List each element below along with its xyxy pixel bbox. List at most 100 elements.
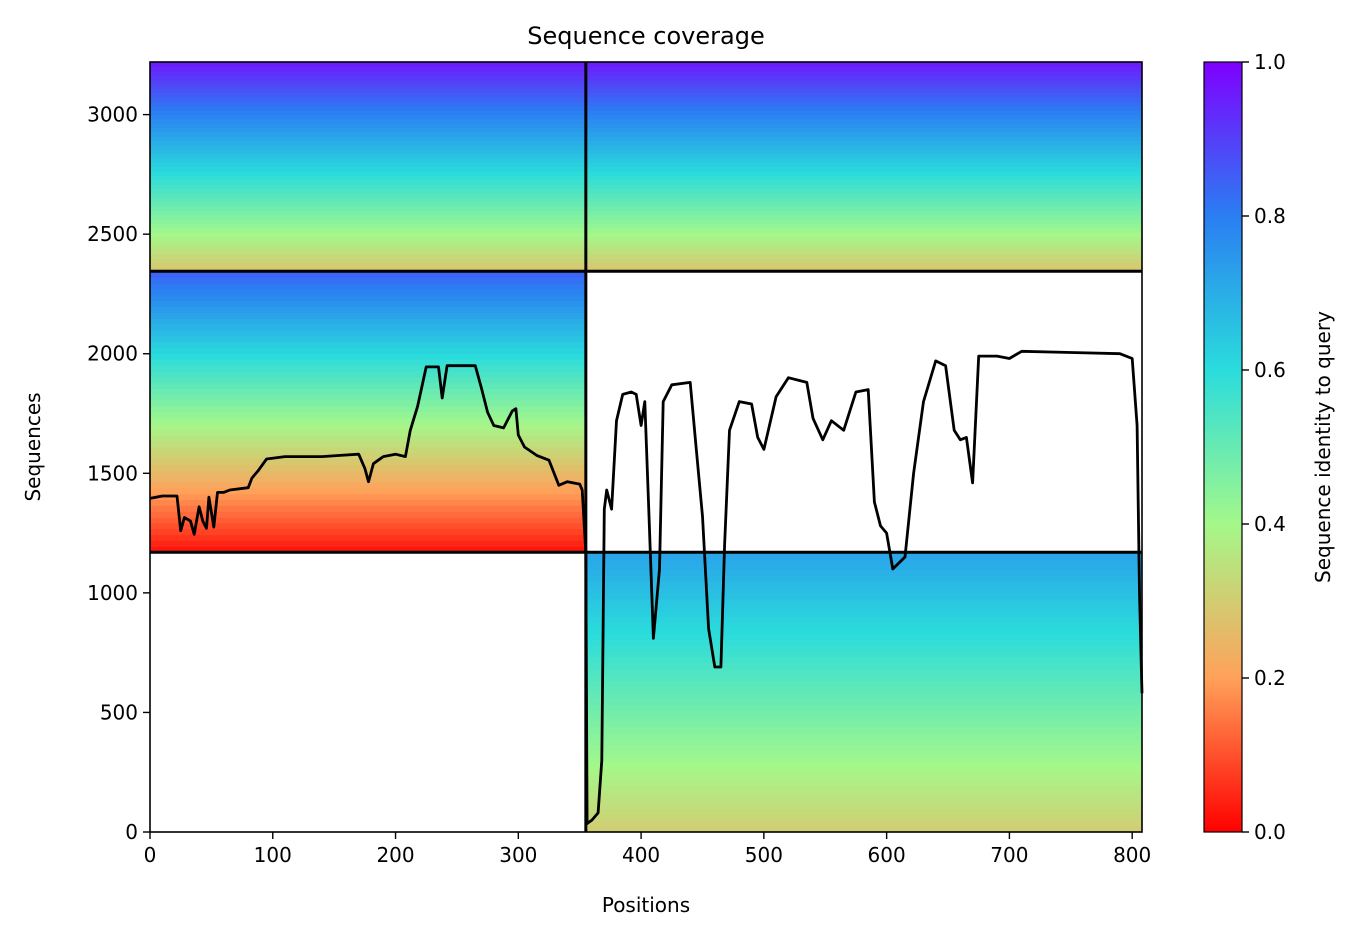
heatmap-band — [585, 738, 1142, 746]
heatmap-band — [585, 744, 1142, 751]
heatmap-band — [585, 762, 1142, 769]
x-tick-label: 0 — [144, 843, 157, 867]
heatmap-band — [150, 505, 586, 512]
heatmap-band — [150, 288, 586, 296]
heatmap-band — [585, 240, 1142, 246]
heatmap-band — [150, 405, 586, 413]
heatmap-band — [150, 546, 586, 553]
heatmap-band — [585, 715, 1142, 722]
heatmap-band — [150, 318, 586, 325]
heatmap-band — [150, 149, 586, 155]
heatmap-band — [585, 227, 1142, 233]
heatmap-band — [150, 114, 586, 120]
heatmap-band — [585, 627, 1142, 635]
heatmap-band — [150, 62, 586, 67]
heatmap-band — [150, 300, 586, 307]
heatmap-band — [150, 105, 586, 111]
heatmap-band — [150, 282, 586, 290]
heatmap-band — [150, 140, 586, 146]
heatmap-band — [150, 382, 586, 389]
heatmap-band — [585, 123, 1142, 128]
heatmap-band — [150, 236, 586, 242]
heatmap-band — [150, 429, 586, 436]
heatmap-band — [585, 703, 1142, 711]
heatmap-band — [150, 184, 586, 190]
heatmap-band — [150, 131, 586, 137]
heatmap-band — [150, 166, 586, 172]
heatmap-band — [150, 175, 586, 181]
heatmap-block-chain-B-pair — [585, 62, 1142, 272]
heatmap-band — [150, 487, 586, 495]
heatmap-band — [150, 452, 586, 460]
heatmap-band — [150, 127, 586, 133]
y-tick-label: 1500 — [87, 461, 138, 485]
heatmap-band — [150, 534, 586, 542]
heatmap-band — [585, 262, 1142, 268]
heatmap-band — [150, 96, 586, 102]
heatmap-band — [585, 192, 1142, 198]
heatmap-band — [585, 218, 1142, 224]
heatmap-band — [585, 645, 1142, 652]
heatmap-band — [585, 651, 1142, 658]
heatmap-band — [585, 79, 1142, 85]
plot-frame — [149, 61, 1143, 833]
heatmap-band — [585, 201, 1142, 207]
heatmap-band — [585, 610, 1142, 617]
heatmap-band — [150, 435, 586, 442]
y-tick-label: 2500 — [87, 222, 138, 246]
heatmap-band — [150, 118, 586, 124]
heatmap-band — [585, 662, 1142, 670]
heatmap-band — [585, 680, 1142, 687]
heatmap-band — [150, 312, 586, 319]
heatmap-band — [585, 820, 1142, 827]
heatmap-band — [150, 400, 586, 407]
heatmap-band — [150, 440, 586, 448]
y-axis-label: Sequences — [21, 392, 45, 501]
heatmap-band — [585, 236, 1142, 242]
heatmap-band — [150, 218, 586, 224]
heatmap-band — [585, 802, 1142, 810]
heatmap-band — [585, 569, 1142, 577]
heatmap-band — [150, 227, 586, 233]
heatmap-band — [150, 205, 586, 211]
heatmap-band — [585, 581, 1142, 588]
colorbar-label: Sequence identity to query — [1311, 311, 1335, 583]
heatmap-band — [585, 727, 1142, 734]
heatmap-band — [150, 364, 586, 372]
heatmap-band — [585, 826, 1142, 832]
heatmap-band — [585, 622, 1142, 629]
heatmap-band — [585, 232, 1142, 237]
heatmap-band — [150, 470, 586, 477]
x-tick-label: 500 — [745, 843, 783, 867]
heatmap-band — [585, 808, 1142, 816]
heatmap-band — [585, 253, 1142, 259]
heatmap-band — [150, 353, 586, 360]
heatmap-band — [585, 709, 1142, 717]
heatmap-band — [150, 499, 586, 506]
heatmap-band — [585, 75, 1142, 81]
heatmap-band — [150, 335, 586, 343]
heatmap-band — [585, 657, 1142, 664]
heatmap-band — [150, 411, 586, 419]
coverage-line-group — [149, 349, 1144, 825]
heatmap-band — [150, 179, 586, 185]
heatmap-band — [150, 370, 586, 378]
heatmap-band — [585, 214, 1142, 220]
colorbar-tick-label: 1.0 — [1254, 50, 1286, 74]
heatmap-band — [585, 205, 1142, 211]
heatmap-band — [150, 517, 586, 524]
x-tick-label: 300 — [499, 843, 537, 867]
heatmap-band — [585, 88, 1142, 94]
heatmap-band — [150, 66, 586, 72]
heatmap-band — [585, 692, 1142, 699]
heatmap-band — [585, 814, 1142, 821]
heatmap-band — [150, 136, 586, 142]
heatmap-band — [585, 131, 1142, 137]
chart-title: Sequence coverage — [527, 22, 764, 50]
heatmap-band — [150, 170, 586, 176]
heatmap-band — [150, 201, 586, 207]
heatmap-band — [150, 359, 586, 366]
heatmap-band — [585, 157, 1142, 163]
heatmap-band — [585, 249, 1142, 255]
x-tick-label: 700 — [990, 843, 1028, 867]
